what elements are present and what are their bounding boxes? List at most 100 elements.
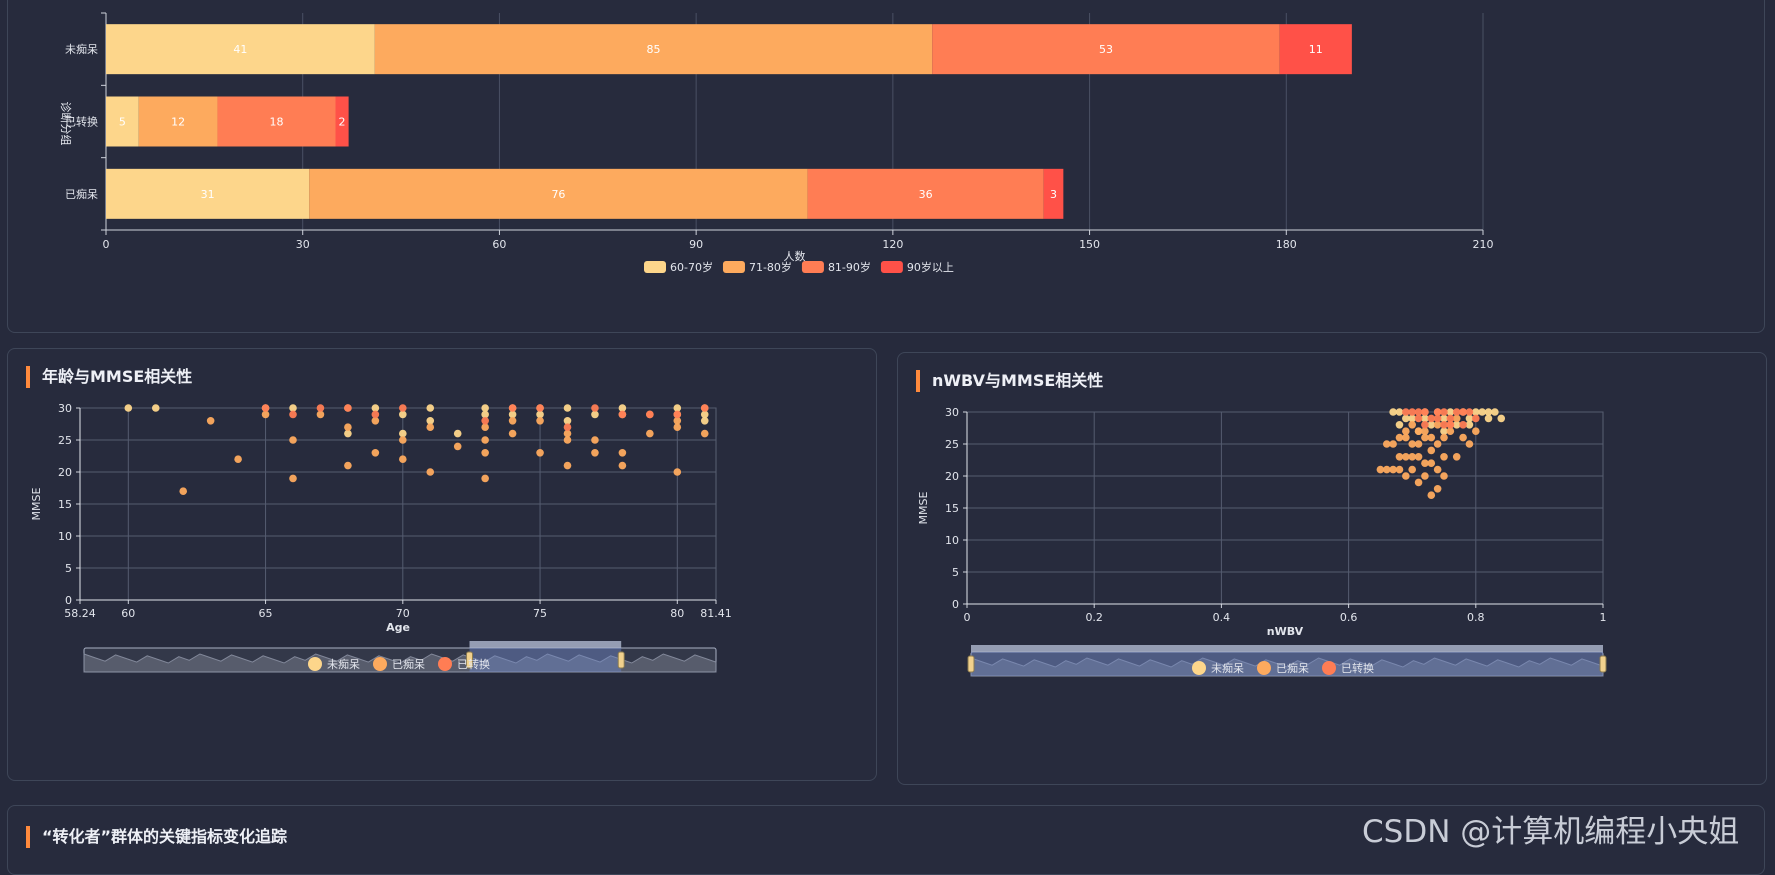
scatter-point: [1395, 421, 1404, 429]
scatter-point: [1408, 440, 1416, 448]
bar-value-label: 2: [339, 116, 346, 129]
scatter-point: [371, 410, 380, 419]
scatter-point: [1408, 408, 1416, 416]
bar-segment: [217, 96, 336, 147]
scatter-point: [1421, 408, 1429, 416]
scatter-point: [1402, 414, 1410, 423]
y-tick-label: 30: [58, 402, 72, 415]
bar-segment: [106, 96, 139, 147]
scatter-point: [563, 429, 572, 438]
scatter-point: [563, 423, 572, 431]
scatter-point: [1472, 427, 1480, 435]
scatter-point: [508, 410, 517, 419]
legend-label: 未痴呆: [327, 657, 360, 671]
scatter-point: [1402, 433, 1410, 442]
scatter-point: [1433, 408, 1442, 416]
zoom-slider-handle-right[interactable]: [1599, 655, 1607, 673]
scatter-point: [1427, 459, 1436, 467]
scatter-point: [1452, 453, 1461, 461]
scatter-point: [426, 423, 435, 431]
zoom-slider-move-bar[interactable]: [971, 645, 1603, 652]
scatter-point: [1433, 440, 1442, 448]
scatter-point: [399, 436, 407, 444]
scatter-point: [1452, 421, 1461, 429]
x-tick-label: 90: [689, 238, 703, 251]
x-tick-label: 65: [259, 607, 273, 620]
scatter-point: [700, 429, 709, 438]
y-tick-label: 5: [952, 566, 959, 579]
scatter-point: [1465, 421, 1474, 429]
scatter-point: [399, 410, 407, 419]
age-mmse-panel: 年龄与MMSE相关性 0 5 10 15 20 25 30 58.24 60 65 70 75 80 81…: [7, 348, 877, 781]
scatter-point: [1446, 421, 1455, 429]
zoom-slider-preview[interactable]: [970, 657, 1604, 677]
y-tick-label: 20: [945, 470, 959, 483]
zoom-slider-preview[interactable]: [83, 653, 717, 673]
scatter-point: [1421, 459, 1429, 467]
scatter-point: [179, 487, 188, 495]
scatter-point: [536, 410, 544, 419]
x-tick-label: 75: [533, 607, 547, 620]
scatter-point: [481, 404, 489, 412]
scatter-point: [1414, 440, 1423, 448]
zoom-slider-handle-left[interactable]: [967, 655, 975, 673]
x-tick-label: 0.8: [1467, 611, 1485, 624]
scatter-point: [673, 468, 682, 476]
legend-label: 60-70岁: [670, 260, 713, 274]
bar-segment: [1043, 168, 1064, 219]
scatter-point: [673, 417, 682, 425]
scatter-point: [508, 429, 517, 438]
scatter-point: [151, 404, 160, 412]
legend-label: 已转换: [457, 657, 490, 671]
scatter-point: [426, 468, 435, 476]
zoom-slider-move-bar[interactable]: [469, 641, 622, 648]
y-axis-title: 诊断分组: [59, 102, 73, 146]
x-tick-label: 0.6: [1340, 611, 1358, 624]
stacked-bar-chart: 0 30 60 90 120 150 180 210 未痴呆 41 85 53 11 已转换 5 12 18 2 已…: [59, 12, 1494, 274]
scatter-point: [344, 404, 352, 412]
scatter-point: [1402, 472, 1410, 480]
bar-segment: [335, 96, 349, 147]
scatter-point: [1427, 491, 1436, 499]
scatter-point: [1446, 427, 1455, 435]
x-tick-label: 180: [1276, 238, 1297, 251]
scatter-point: [563, 436, 572, 444]
legend-swatch: [644, 261, 666, 273]
x-tick-label: 30: [296, 238, 310, 251]
zoom-slider-handle-left[interactable]: [466, 651, 474, 669]
bar-segment: [309, 168, 808, 219]
watermark: CSDN @计算机编程小央姐: [1362, 814, 1740, 850]
bar-segment: [106, 24, 375, 75]
legend-marker: [1322, 661, 1336, 675]
scatter-point: [1484, 414, 1493, 423]
y-tick-label: 10: [58, 530, 72, 543]
scatter-point: [1484, 408, 1493, 416]
bar-segment: [374, 24, 933, 75]
scatter-point: [316, 410, 325, 419]
scatter-point: [1421, 433, 1429, 442]
legend-swatch: [801, 261, 824, 273]
scatter-point: [289, 436, 297, 444]
x-tick-label: 0.4: [1213, 611, 1231, 624]
scatter-point: [1433, 485, 1442, 493]
legend-swatch: [722, 261, 745, 273]
scatter-point: [618, 449, 627, 457]
zoom-slider-handle-right[interactable]: [617, 651, 625, 669]
scatter-point: [344, 461, 352, 470]
bar-value-label: 41: [233, 43, 247, 56]
scatter-point: [673, 410, 682, 419]
scatter-point: [1376, 465, 1385, 474]
scatter-point: [536, 417, 544, 425]
converter-tracking-title: “转化者”群体的关键指标变化追踪: [26, 826, 287, 848]
zoom-slider-window[interactable]: [971, 652, 1603, 676]
scatter-point: [261, 410, 270, 419]
scatter-point: [1395, 453, 1404, 461]
scatter-point: [1408, 421, 1416, 429]
scatter-point: [1414, 478, 1423, 487]
x-tick-label: 150: [1079, 238, 1100, 251]
zoom-slider-window[interactable]: [469, 648, 622, 672]
y-tick-label: 25: [58, 434, 72, 447]
scatter-point: [1389, 465, 1397, 474]
x-axis-title: nWBV: [1267, 625, 1304, 638]
scatter-point: [591, 404, 599, 412]
